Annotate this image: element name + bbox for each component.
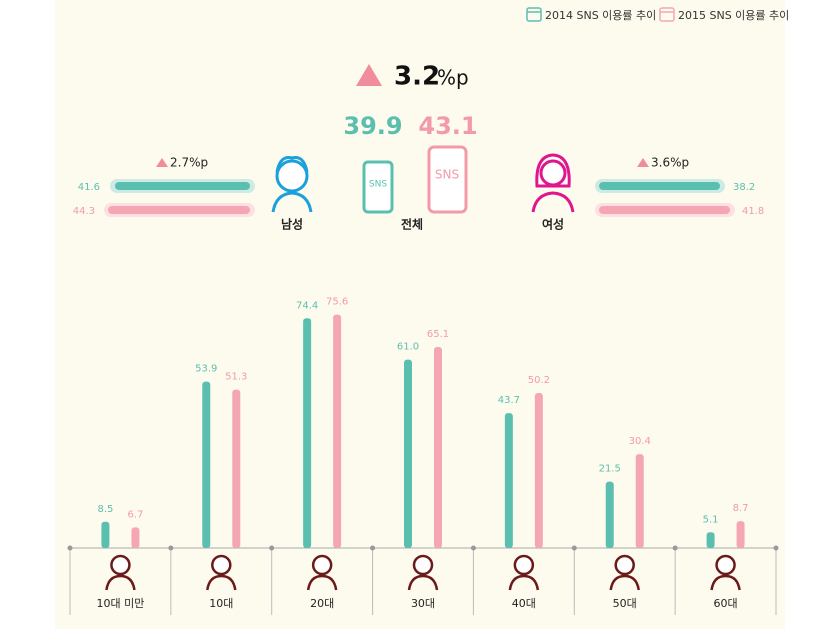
person-head — [211, 554, 232, 576]
value-label: 74.4 — [296, 300, 318, 311]
total-2015: 43.1 — [418, 112, 477, 140]
person-head — [412, 554, 434, 576]
axis-dot — [67, 545, 73, 551]
bar — [131, 527, 140, 548]
female-2015: 41.8 — [742, 206, 764, 217]
legend-icon — [659, 7, 675, 22]
person-icon — [508, 554, 540, 591]
female-2014: 38.2 — [733, 182, 755, 193]
bar — [434, 347, 442, 548]
male-2015: 44.3 — [73, 206, 95, 217]
value-label: 5.1 — [703, 514, 719, 525]
female-bar-2015 — [599, 206, 730, 214]
person-body — [306, 574, 338, 591]
person-icon — [105, 554, 136, 591]
male-icon — [271, 156, 313, 213]
value-label: 51.3 — [225, 372, 247, 383]
bar — [605, 481, 614, 548]
male-label: 남성 — [281, 217, 303, 232]
person-icon — [407, 554, 439, 591]
person-icon — [609, 554, 640, 591]
female-change: 3.6%p — [651, 156, 689, 170]
value-label: 6.7 — [127, 509, 143, 520]
male-bar-2014 — [115, 182, 250, 190]
x-tick-label: 50대 — [613, 597, 637, 610]
bar — [534, 393, 543, 548]
bar — [101, 521, 110, 548]
up-arrow — [637, 158, 649, 167]
total-2014: 39.9 — [343, 112, 402, 140]
value-label: 53.9 — [195, 364, 217, 375]
person-body — [508, 574, 540, 591]
value-label: 21.5 — [599, 464, 621, 475]
male-bar-2015 — [108, 206, 250, 214]
bar — [303, 318, 312, 548]
bar — [333, 314, 342, 548]
value-label: 43.7 — [498, 395, 520, 406]
axis-dot — [370, 545, 376, 551]
total-change: 3.2 — [394, 62, 440, 92]
x-tick-label: 60대 — [714, 597, 738, 610]
axis-dot — [571, 545, 577, 551]
value-label: 8.7 — [733, 503, 749, 514]
total-label: 전체 — [401, 217, 423, 232]
bar — [404, 359, 412, 548]
value-label: 8.5 — [97, 504, 113, 515]
female-label: 여성 — [542, 217, 564, 232]
phone-2014 — [362, 160, 394, 214]
phone-text: SNS — [435, 168, 459, 182]
x-tick-label: 40대 — [512, 597, 536, 610]
person-body — [105, 574, 136, 591]
axis-dot — [470, 545, 476, 551]
legend-icon — [526, 7, 542, 22]
axis-dot — [672, 545, 678, 551]
value-label: 65.1 — [427, 329, 449, 340]
bar — [635, 454, 644, 548]
axis-dot — [773, 545, 779, 551]
axis-dot — [168, 545, 174, 551]
person-body — [609, 574, 640, 591]
bar — [504, 413, 513, 548]
person-icon — [710, 554, 741, 591]
bar — [202, 381, 211, 548]
female-icon — [531, 153, 575, 213]
value-label: 75.6 — [326, 297, 348, 308]
x-tick-label: 10대 — [209, 597, 233, 610]
phone-2015 — [427, 145, 468, 214]
up-arrow — [156, 158, 168, 167]
legend-label: 2014 SNS 이용률 추이 — [545, 9, 656, 22]
bar — [232, 389, 241, 548]
person-head — [614, 554, 635, 576]
value-label: 50.2 — [528, 375, 550, 386]
female-bar-2014 — [599, 182, 720, 190]
legend-label: 2015 SNS 이용률 추이 — [678, 9, 789, 22]
plot: 8.5 6.7 10대 미만 53.9 51.3 10대 74.4 75.6 20대 61.0 65… — [67, 297, 779, 615]
value-label: 30.4 — [629, 436, 651, 447]
x-tick-label: 30대 — [411, 597, 435, 610]
value-label: 61.0 — [397, 342, 419, 353]
person-head — [311, 554, 333, 576]
male-change: 2.7%p — [170, 156, 208, 170]
up-arrow — [356, 64, 382, 86]
person-head — [715, 554, 736, 576]
person-head — [110, 554, 131, 576]
axis-dot — [269, 545, 275, 551]
person-head — [513, 554, 535, 576]
person-body — [206, 574, 237, 591]
person-icon — [306, 554, 338, 591]
bar — [736, 521, 745, 548]
male-2014: 41.6 — [78, 182, 100, 193]
person-body — [407, 574, 439, 591]
x-tick-label: 10대 미만 — [96, 597, 144, 610]
person-icon — [206, 554, 237, 591]
x-tick-label: 20대 — [310, 597, 334, 610]
total-unit: %p — [437, 66, 469, 90]
bar — [706, 532, 715, 548]
person-body — [710, 574, 741, 591]
background — [55, 0, 785, 629]
phone-text: SNS — [369, 180, 387, 190]
legend: 2014 SNS 이용률 추이 2015 SNS 이용률 추이 — [526, 7, 789, 22]
